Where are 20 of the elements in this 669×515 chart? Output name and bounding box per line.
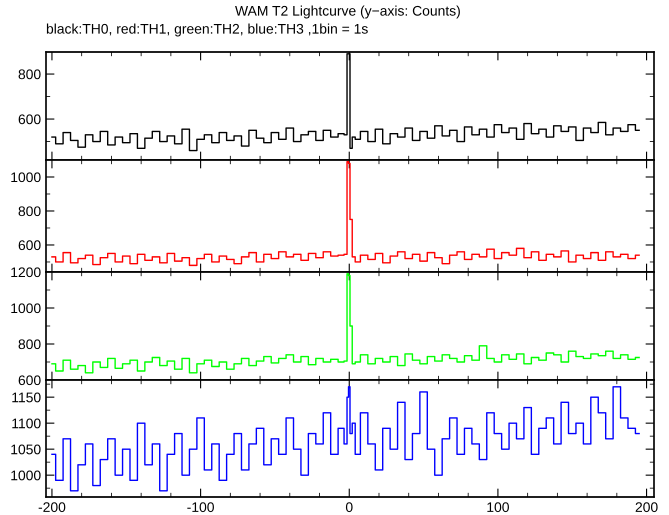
y-tick-label: 1150 [12,392,41,402]
y-tick-label: 600 [18,375,41,386]
x-tick-label: 100 [487,502,509,512]
y-tick-label: 800 [18,69,41,80]
x-tick-label: 0 [346,502,353,512]
y-tick-label: 1050 [11,444,41,454]
y-tick-label: 1000 [11,172,41,182]
y-tick-label: 600 [18,114,41,124]
x-tick-label: -100 [187,502,214,512]
chart-subtitle: black:TH0, red:TH1, green:TH2, blue:TH3 ,1bin = 1s [46,24,368,36]
y-tick-label: 800 [18,206,41,216]
y-tick-label: 800 [18,339,41,350]
y-tick-label: 1000 [11,303,41,314]
y-tick-label: 1000 [11,470,41,480]
y-tick-label: 600 [18,240,41,250]
x-tick-label: 200 [636,502,658,512]
chart-title: WAM T2 Lightcurve (y−axis: Counts) [235,6,460,18]
y-tick-label: 1200 [11,267,41,278]
x-tick-label: -200 [38,502,66,512]
y-tick-label: 1100 [12,418,41,428]
